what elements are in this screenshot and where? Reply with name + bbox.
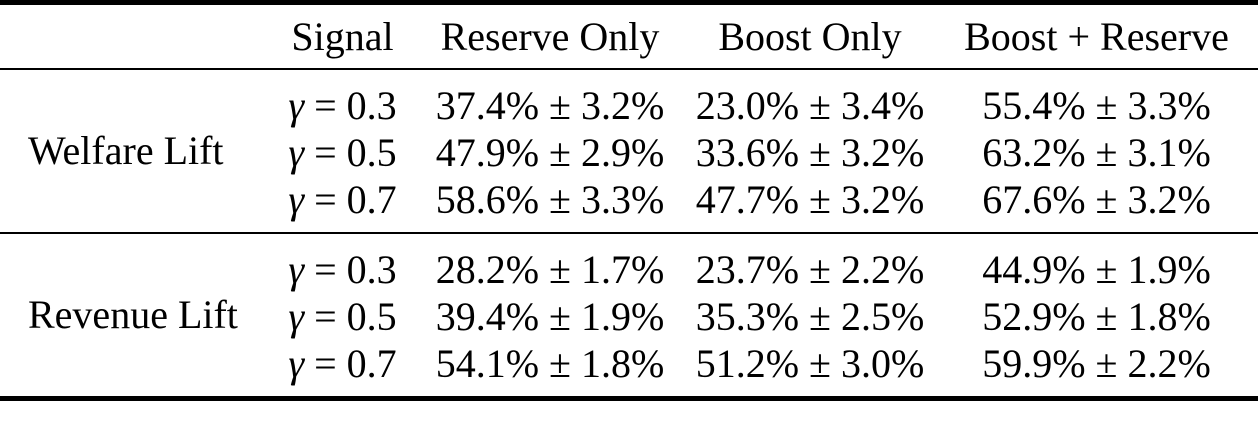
header-reserve-only: Reserve Only <box>435 2 665 70</box>
value-cell-reserve-only: 37.4% ± 3.2% <box>435 82 665 128</box>
signal-value: = 0.3 <box>314 82 397 128</box>
table-row: γ = 0.7 58.6% ± 3.3% 47.7% ± 3.2% 67.6% … <box>0 176 1258 233</box>
value-cell-reserve-only: 47.9% ± 2.9% <box>435 129 665 175</box>
signal-value: = 0.7 <box>314 340 397 386</box>
value-cell-boost-only: 47.7% ± 3.2% <box>695 176 925 222</box>
value-cell-boost-reserve: 59.9% ± 2.2% <box>982 340 1211 386</box>
value-cell-boost-reserve: 55.4% ± 3.3% <box>982 82 1211 128</box>
signal-cell: γ = 0.3 <box>250 69 435 128</box>
value-cell-reserve-only: 39.4% ± 1.9% <box>435 293 665 339</box>
gamma-symbol: γ <box>288 176 305 222</box>
signal-cell: γ = 0.5 <box>250 128 435 178</box>
value-cell-boost-only: 51.2% ± 3.0% <box>695 340 925 386</box>
signal-value: = 0.5 <box>314 129 397 175</box>
group-label-revenue-lift: Revenue Lift <box>28 291 238 337</box>
signal-cell: γ = 0.7 <box>250 176 435 233</box>
signal-cell: γ = 0.7 <box>250 340 435 399</box>
value-cell-boost-reserve: 52.9% ± 1.8% <box>982 293 1211 339</box>
value-cell-reserve-only: 28.2% ± 1.7% <box>435 246 665 292</box>
signal-value: = 0.3 <box>314 246 397 292</box>
table-row: Revenue Lift γ = 0.3 28.2% ± 1.7% 23.7% … <box>0 233 1258 336</box>
value-cell-reserve-only: 54.1% ± 1.8% <box>435 340 665 386</box>
value-cell-boost-only: 23.0% ± 3.4% <box>695 82 925 128</box>
signal-cell: γ = 0.5 <box>250 292 435 342</box>
signal-cell: γ = 0.3 <box>250 233 435 292</box>
header-row: Signal Reserve Only Boost Only Boost + R… <box>0 2 1258 70</box>
table-row: γ = 0.5 47.9% ± 2.9% 33.6% ± 3.2% 63.2% … <box>0 128 1258 178</box>
signal-value: = 0.5 <box>314 293 397 339</box>
gamma-symbol: γ <box>288 246 305 292</box>
gamma-symbol: γ <box>288 129 305 175</box>
table-row: Welfare Lift γ = 0.3 37.4% ± 3.2% 23.0% … <box>0 69 1258 172</box>
value-cell-boost-only: 23.7% ± 2.2% <box>695 246 925 292</box>
results-table: Signal Reserve Only Boost Only Boost + R… <box>0 0 1258 401</box>
gamma-symbol: γ <box>288 340 305 386</box>
gamma-symbol: γ <box>288 293 305 339</box>
group-revenue-lift: Revenue Lift γ = 0.3 28.2% ± 1.7% 23.7% … <box>0 233 1258 399</box>
gamma-symbol: γ <box>288 82 305 128</box>
value-cell-boost-reserve: 67.6% ± 3.2% <box>982 176 1211 222</box>
header-signal: Signal <box>250 2 435 70</box>
value-cell-boost-only: 33.6% ± 3.2% <box>695 129 925 175</box>
value-cell-boost-reserve: 63.2% ± 3.1% <box>982 129 1211 175</box>
header-boost-reserve: Boost + Reserve <box>955 2 1258 70</box>
table-row: γ = 0.7 54.1% ± 1.8% 51.2% ± 3.0% 59.9% … <box>0 340 1258 399</box>
value-cell-boost-reserve: 44.9% ± 1.9% <box>982 246 1211 292</box>
table-row: γ = 0.5 39.4% ± 1.9% 35.3% ± 2.5% 52.9% … <box>0 292 1258 342</box>
signal-value: = 0.7 <box>314 176 397 222</box>
group-welfare-lift: Welfare Lift γ = 0.3 37.4% ± 3.2% 23.0% … <box>0 69 1258 233</box>
group-label-welfare-lift: Welfare Lift <box>28 127 224 173</box>
value-cell-boost-only: 35.3% ± 2.5% <box>695 293 925 339</box>
header-boost-only: Boost Only <box>665 2 955 70</box>
value-cell-reserve-only: 58.6% ± 3.3% <box>435 176 665 222</box>
header-empty-cell <box>0 2 250 70</box>
